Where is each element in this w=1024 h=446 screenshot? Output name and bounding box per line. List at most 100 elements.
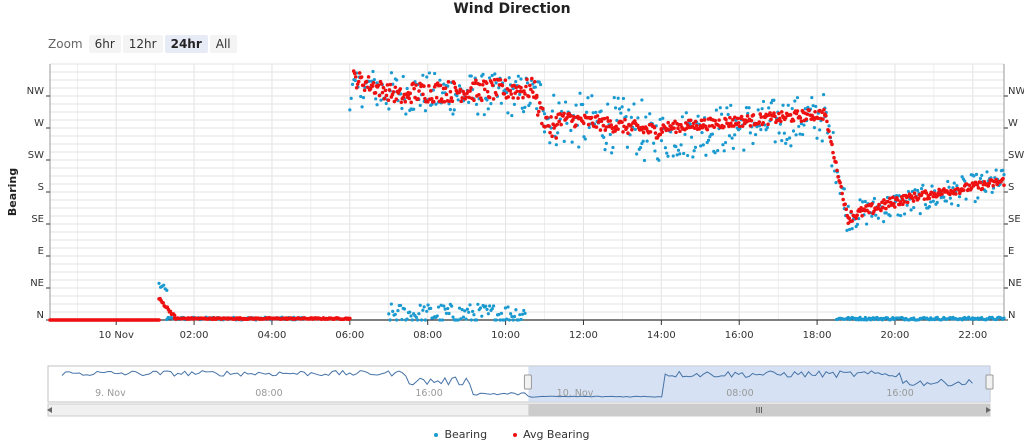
data-point xyxy=(620,105,624,109)
data-point xyxy=(602,116,607,121)
data-point xyxy=(813,109,817,114)
data-point xyxy=(657,158,661,162)
data-point xyxy=(478,82,482,87)
data-point xyxy=(782,131,786,135)
data-point xyxy=(821,117,825,121)
data-point xyxy=(729,103,733,107)
data-point xyxy=(793,99,797,103)
data-point xyxy=(967,183,972,188)
data-point xyxy=(574,103,578,107)
data-point xyxy=(418,303,422,307)
data-point xyxy=(747,106,751,110)
data-point xyxy=(768,111,772,115)
data-point xyxy=(725,106,729,110)
data-point xyxy=(783,115,788,120)
data-point xyxy=(460,307,464,312)
data-point xyxy=(516,74,520,78)
data-point xyxy=(847,216,852,221)
data-point xyxy=(626,131,630,135)
data-point xyxy=(963,179,967,183)
data-point xyxy=(418,103,422,107)
data-point xyxy=(940,192,944,196)
x-tick-label: 12:00 xyxy=(569,330,598,341)
data-point xyxy=(737,124,742,129)
data-point xyxy=(732,115,737,120)
data-point xyxy=(480,98,484,103)
data-point xyxy=(552,93,556,97)
data-point xyxy=(893,205,897,209)
data-point xyxy=(405,86,409,91)
data-point xyxy=(802,123,806,127)
data-point xyxy=(494,318,498,322)
data-point xyxy=(684,111,688,115)
data-point xyxy=(742,148,746,152)
data-point xyxy=(857,318,861,322)
data-point xyxy=(436,305,441,309)
y-tick-label: N xyxy=(1008,310,1015,321)
legend-label: Avg Bearing xyxy=(523,428,590,441)
data-point xyxy=(508,88,513,93)
data-point xyxy=(391,90,396,94)
zoom-all-button[interactable]: All xyxy=(209,35,237,53)
data-point xyxy=(722,149,726,153)
zoom-24hr-button[interactable]: 24hr xyxy=(164,35,208,53)
data-point xyxy=(1002,316,1006,320)
data-point xyxy=(863,315,867,320)
data-point xyxy=(532,80,537,84)
data-point xyxy=(806,105,810,109)
data-point xyxy=(707,124,712,128)
data-point xyxy=(503,78,508,82)
data-point xyxy=(465,307,469,311)
data-point xyxy=(757,120,762,124)
data-point xyxy=(350,82,355,86)
data-point xyxy=(556,131,560,135)
data-point xyxy=(847,227,852,232)
legend-item-avg-bearing[interactable]: Avg Bearing xyxy=(513,428,590,441)
data-point xyxy=(512,314,517,319)
data-point xyxy=(710,132,715,136)
data-point xyxy=(405,317,409,321)
data-point xyxy=(507,76,511,80)
data-point xyxy=(683,132,687,137)
data-point xyxy=(402,307,407,311)
data-point xyxy=(898,200,903,204)
legend-marker-icon xyxy=(434,432,439,437)
navigator[interactable]: 9. Nov 08:00 16:00 10. Nov 08:00 16:00 III xyxy=(47,365,994,417)
data-point xyxy=(652,141,656,145)
data-point xyxy=(722,124,726,129)
data-point xyxy=(661,116,665,120)
data-point xyxy=(975,183,980,187)
data-point xyxy=(921,183,925,187)
data-point xyxy=(699,118,704,123)
y-tick-label: N xyxy=(37,310,44,321)
data-point xyxy=(471,309,475,313)
data-point xyxy=(374,97,378,101)
data-point xyxy=(399,100,404,105)
data-point xyxy=(452,108,456,112)
data-point xyxy=(518,92,522,96)
data-point xyxy=(417,312,421,316)
zoom-6hr-button[interactable]: 6hr xyxy=(88,35,121,53)
data-point xyxy=(388,82,393,87)
data-point xyxy=(387,312,391,316)
data-point xyxy=(492,77,497,82)
navigator-series-line xyxy=(61,369,973,398)
data-point xyxy=(531,82,535,86)
data-point xyxy=(732,124,736,128)
data-point xyxy=(459,99,464,104)
data-point xyxy=(748,123,753,128)
data-point xyxy=(527,94,531,99)
data-point xyxy=(425,75,429,79)
data-point xyxy=(699,144,703,148)
data-point xyxy=(467,100,471,104)
data-point xyxy=(694,123,699,128)
data-point xyxy=(565,121,569,125)
data-point xyxy=(736,121,741,125)
zoom-12hr-button[interactable]: 12hr xyxy=(122,35,163,53)
data-point xyxy=(761,121,765,125)
legend-item-bearing[interactable]: Bearing xyxy=(434,428,487,441)
data-point xyxy=(976,186,981,190)
x-tick-label: 18:00 xyxy=(803,330,832,341)
data-point xyxy=(421,73,425,77)
data-point xyxy=(849,209,854,214)
